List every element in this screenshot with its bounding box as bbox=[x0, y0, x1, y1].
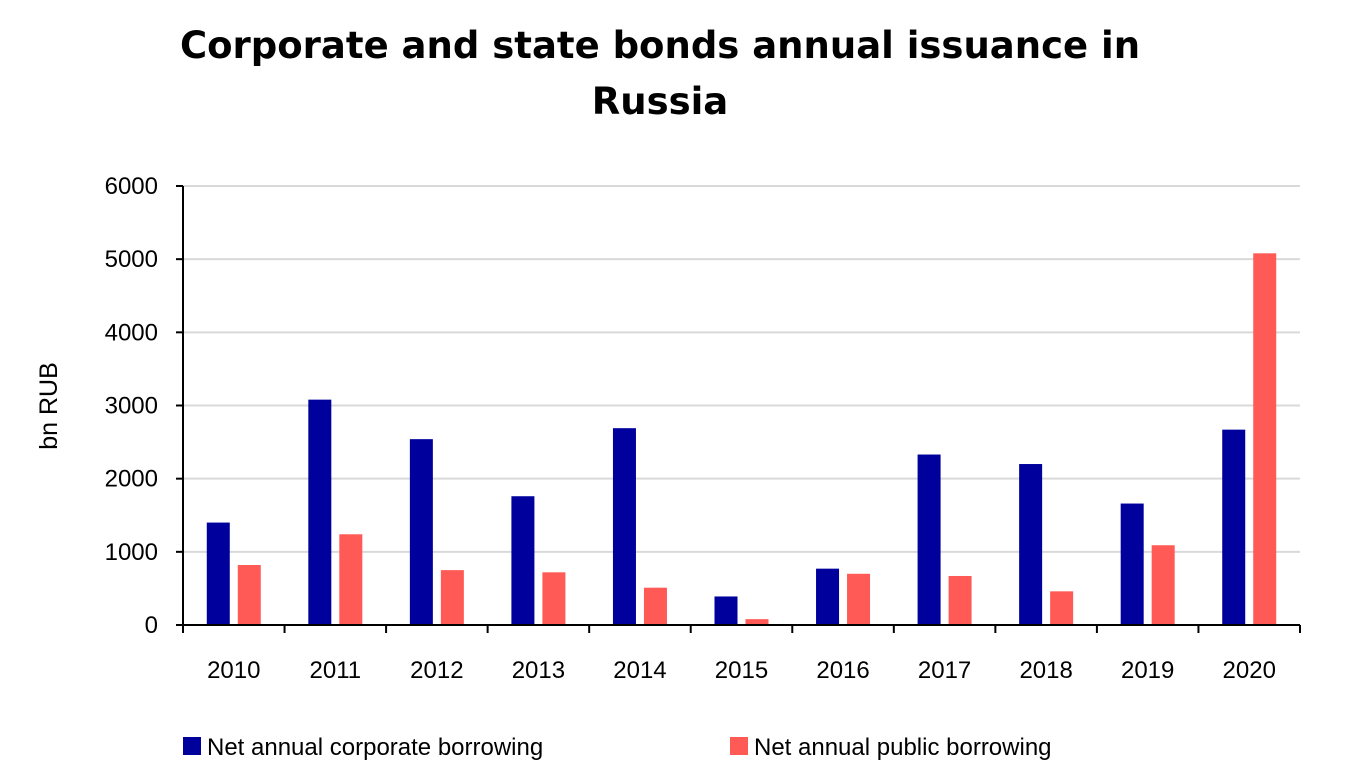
bar-public-2013 bbox=[542, 572, 566, 625]
chart-title: Corporate and state bonds annual issuanc… bbox=[179, 24, 1141, 123]
bar-public-2020 bbox=[1253, 253, 1277, 625]
bar-corporate-2012 bbox=[409, 439, 433, 625]
gridlines bbox=[183, 185, 1300, 553]
bar-corporate-2010 bbox=[206, 522, 230, 625]
bar-corporate-2015 bbox=[714, 596, 738, 625]
x-tick-label: 2019 bbox=[1121, 657, 1174, 684]
bar-corporate-2016 bbox=[816, 568, 840, 625]
bar-public-2019 bbox=[1151, 545, 1175, 625]
y-tick-label: 2000 bbox=[105, 466, 158, 493]
legend: Net annual corporate borrowing Net annual… bbox=[183, 734, 1052, 761]
x-tick-label: 2013 bbox=[512, 657, 565, 684]
bar-public-2014 bbox=[643, 587, 667, 625]
legend-label-public: Net annual public borrowing bbox=[754, 734, 1052, 761]
bar-corporate-2018 bbox=[1019, 464, 1043, 625]
x-tick-label: 2011 bbox=[310, 657, 362, 684]
y-tick-labels: 0 1000 2000 3000 4000 5000 6000 bbox=[105, 173, 158, 639]
legend-swatch-public bbox=[730, 737, 748, 755]
x-tick-label: 2017 bbox=[918, 657, 971, 684]
bar-public-2018 bbox=[1050, 591, 1074, 625]
bar-corporate-2017 bbox=[917, 454, 941, 625]
bar-corporate-2014 bbox=[612, 428, 636, 625]
legend-label-corporate: Net annual corporate borrowing bbox=[207, 734, 543, 761]
y-tick-label: 5000 bbox=[105, 246, 158, 273]
bar-public-2011 bbox=[339, 534, 363, 625]
y-tick-label: 3000 bbox=[105, 393, 158, 420]
legend-swatch-corporate bbox=[183, 737, 201, 755]
y-axis-title: bn RUB bbox=[35, 362, 63, 450]
y-tick-label: 4000 bbox=[105, 319, 158, 346]
x-tick-label: 2010 bbox=[207, 657, 260, 684]
x-tick-label: 2020 bbox=[1223, 657, 1276, 684]
bar-corporate-2011 bbox=[308, 399, 332, 625]
bar-corporate-2013 bbox=[511, 496, 535, 625]
x-tick-label: 2014 bbox=[613, 657, 666, 684]
x-tick-labels: 2010 2011 2012 2013 2014 2015 2016 2017 2018 2019… bbox=[207, 657, 1276, 684]
bar-public-2010 bbox=[237, 565, 261, 625]
y-tick-label: 1000 bbox=[105, 539, 158, 566]
bar-public-2015 bbox=[745, 619, 769, 625]
x-tick-label: 2018 bbox=[1019, 657, 1072, 684]
x-tick-label: 2015 bbox=[715, 657, 768, 684]
bar-corporate-2019 bbox=[1120, 503, 1144, 625]
bar-public-2017 bbox=[948, 575, 972, 625]
axes bbox=[176, 185, 1301, 633]
y-tick-label: 6000 bbox=[105, 173, 158, 200]
bar-public-2012 bbox=[440, 570, 464, 625]
bar-public-2016 bbox=[847, 573, 871, 625]
y-tick-label: 0 bbox=[145, 612, 158, 639]
bars bbox=[206, 253, 1277, 625]
x-tick-label: 2016 bbox=[816, 657, 869, 684]
bar-corporate-2020 bbox=[1222, 429, 1246, 625]
x-tick-label: 2012 bbox=[410, 657, 463, 684]
